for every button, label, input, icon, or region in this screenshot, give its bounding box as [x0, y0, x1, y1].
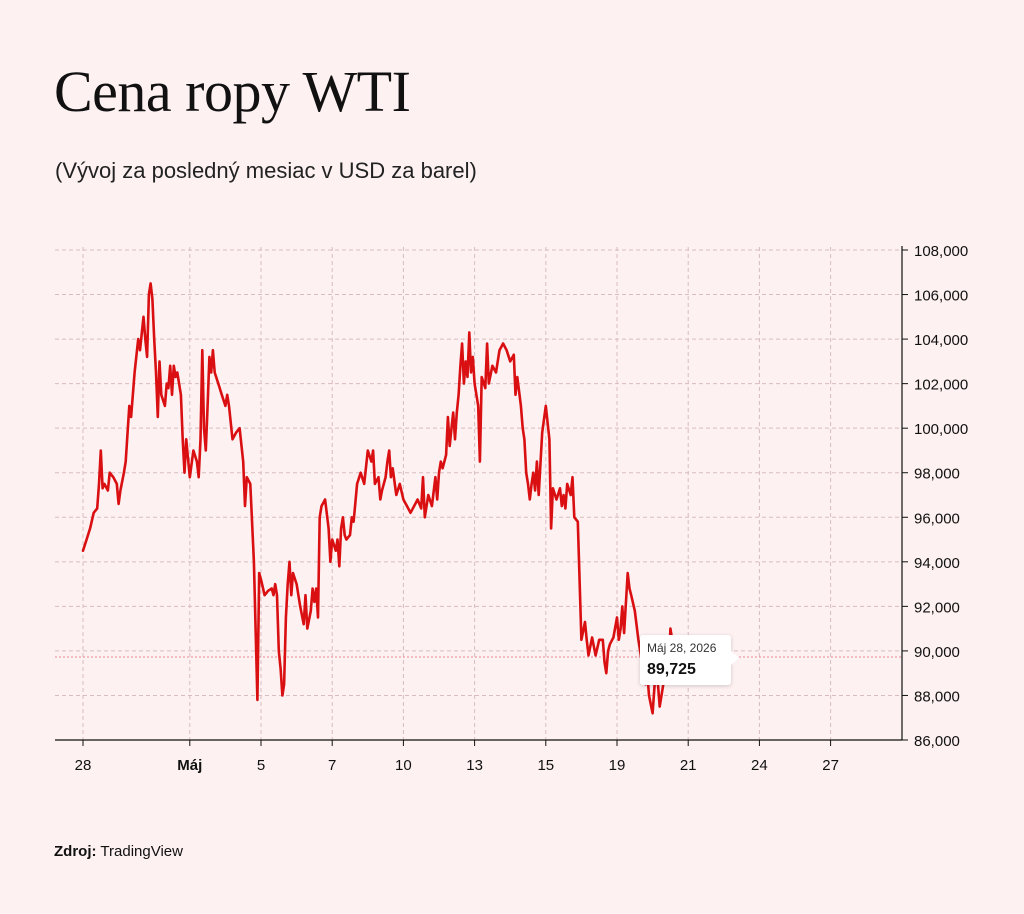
y-tick-label: 90,000	[914, 644, 960, 661]
y-tick-label: 98,000	[914, 466, 960, 483]
tick-labels: 86,000 88,000 90,000 92,000 94,000 96,000 98,0…	[75, 243, 969, 774]
x-tick-label: 5	[257, 757, 265, 774]
x-tick-label: 24	[751, 757, 768, 774]
tooltip-date: Máj 28, 2026	[647, 641, 717, 655]
y-tick-label: 102,000	[914, 377, 968, 394]
x-tick-label: 27	[822, 757, 839, 774]
y-tick-label: 106,000	[914, 288, 968, 305]
x-tick-label: 28	[75, 757, 92, 774]
series	[81, 282, 684, 715]
y-tick-label: 104,000	[914, 332, 968, 349]
x-tick-label: 21	[680, 757, 697, 774]
y-tick-label: 94,000	[914, 555, 960, 572]
x-tick-label: 7	[328, 757, 336, 774]
x-tick-label: 19	[609, 757, 626, 774]
axes	[55, 246, 908, 746]
price-series-line	[81, 282, 683, 715]
source-value: TradingView	[100, 843, 183, 860]
source-note: Zdroj: TradingView	[54, 843, 183, 860]
y-tick-label: 86,000	[914, 733, 960, 750]
y-tick-label: 100,000	[914, 421, 968, 438]
y-tick-label: 108,000	[914, 243, 968, 260]
x-tick-label: 15	[537, 757, 554, 774]
y-tick-label: 96,000	[914, 510, 960, 527]
source-label: Zdroj:	[54, 843, 97, 860]
grid	[55, 247, 902, 740]
chart-title: Cena ropy WTI	[54, 59, 411, 124]
x-tick-label: 13	[466, 757, 483, 774]
last-price-tooltip: Máj 28, 2026 89,725	[640, 635, 739, 685]
y-tick-label: 92,000	[914, 599, 960, 616]
chart-subtitle: (Vývoj za posledný mesiac v USD za barel…	[55, 158, 477, 183]
x-tick-label: 10	[395, 757, 412, 774]
x-tick-label: Máj	[177, 757, 202, 774]
tooltip-value: 89,725	[647, 661, 696, 678]
y-tick-label: 88,000	[914, 688, 960, 705]
